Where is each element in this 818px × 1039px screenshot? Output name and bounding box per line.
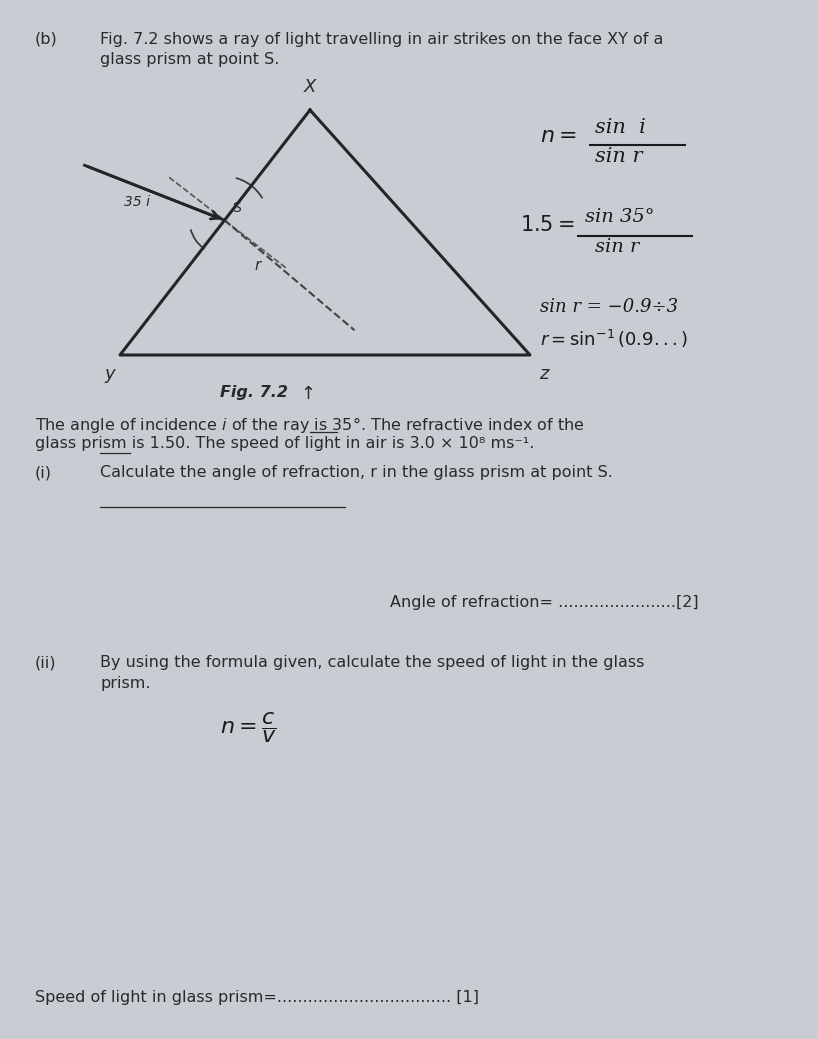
- Text: y: y: [105, 365, 115, 383]
- Text: (b): (b): [35, 32, 58, 47]
- Text: prism.: prism.: [100, 676, 151, 691]
- Text: By using the formula given, calculate the speed of light in the glass: By using the formula given, calculate th…: [100, 655, 645, 670]
- Text: 35 i: 35 i: [124, 195, 151, 209]
- Text: Angle of refraction= .......................[2]: Angle of refraction= ...................…: [390, 595, 699, 610]
- Text: $r = \sin^{-1}(0.9...)$: $r = \sin^{-1}(0.9...)$: [540, 328, 688, 350]
- Text: sin r: sin r: [595, 146, 642, 166]
- Text: sin r = −0.9÷3: sin r = −0.9÷3: [540, 298, 678, 316]
- Text: glass prism at point S.: glass prism at point S.: [100, 52, 280, 66]
- Text: z: z: [539, 365, 549, 383]
- Text: $1.5=$: $1.5=$: [520, 215, 574, 235]
- Text: sin 35°: sin 35°: [585, 208, 654, 227]
- Text: $n = \dfrac{c}{v}$: $n = \dfrac{c}{v}$: [220, 710, 276, 745]
- Text: $n=$: $n=$: [540, 125, 577, 146]
- Text: Calculate the angle of refraction, r in the glass prism at point S.: Calculate the angle of refraction, r in …: [100, 465, 613, 480]
- Text: r: r: [254, 258, 261, 273]
- Text: Fig. 7.2 shows a ray of light travelling in air strikes on the face XY of a: Fig. 7.2 shows a ray of light travelling…: [100, 32, 663, 47]
- Text: sin  i: sin i: [595, 118, 645, 137]
- Text: (ii): (ii): [35, 655, 56, 670]
- Text: S: S: [232, 202, 241, 215]
- Text: ↑: ↑: [300, 385, 315, 403]
- Text: glass prism is 1.50. The speed of light in air is 3.0 × 10⁸ ms⁻¹.: glass prism is 1.50. The speed of light …: [35, 436, 534, 451]
- Text: Fig. 7.2: Fig. 7.2: [220, 385, 288, 400]
- Text: (i): (i): [35, 465, 52, 480]
- Text: Speed of light in glass prism=.................................. [1]: Speed of light in glass prism=..........…: [35, 990, 479, 1005]
- Text: The angle of incidence $i$ of the ray is 35°. The refractive index of the: The angle of incidence $i$ of the ray is…: [35, 415, 585, 435]
- Text: X: X: [303, 78, 317, 96]
- Text: sin r: sin r: [595, 238, 640, 256]
